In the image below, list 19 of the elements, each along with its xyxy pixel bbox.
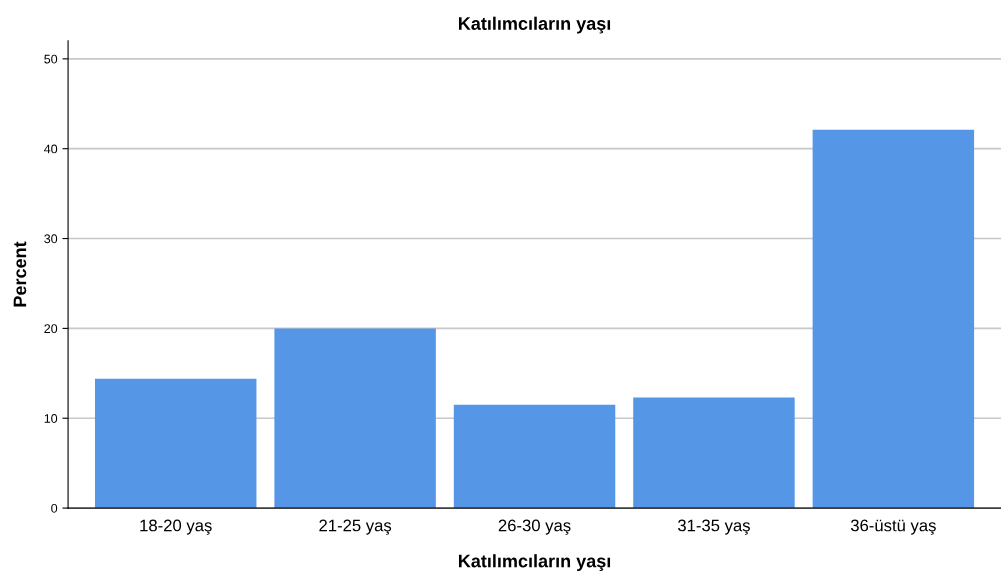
chart-title: Katılımcıların yaşı [458,16,611,34]
bar [94,378,257,509]
bar [274,328,436,509]
y-tick-label: 0 [51,503,58,513]
x-axis-title: Katılımcıların yaşı [458,554,611,571]
x-tick-label: 36-üstü yaş [850,519,936,535]
bar [633,397,795,509]
bar [812,129,975,509]
y-tick-label: 10 [44,414,58,423]
y-tick-label: 40 [44,144,58,154]
x-tick-label: 31-35 yaş [677,519,750,535]
x-tick-label: 21-25 yaş [319,519,392,535]
y-axis-title: Percent [13,241,27,307]
y-tick-label: 20 [44,324,58,334]
bar [453,404,616,509]
y-tick-label: 30 [44,234,58,244]
x-tick-label: 18-20 yaş [140,519,212,535]
x-tick-label: 26-30 yaş [498,519,571,535]
y-tick-label: 50 [44,54,58,64]
